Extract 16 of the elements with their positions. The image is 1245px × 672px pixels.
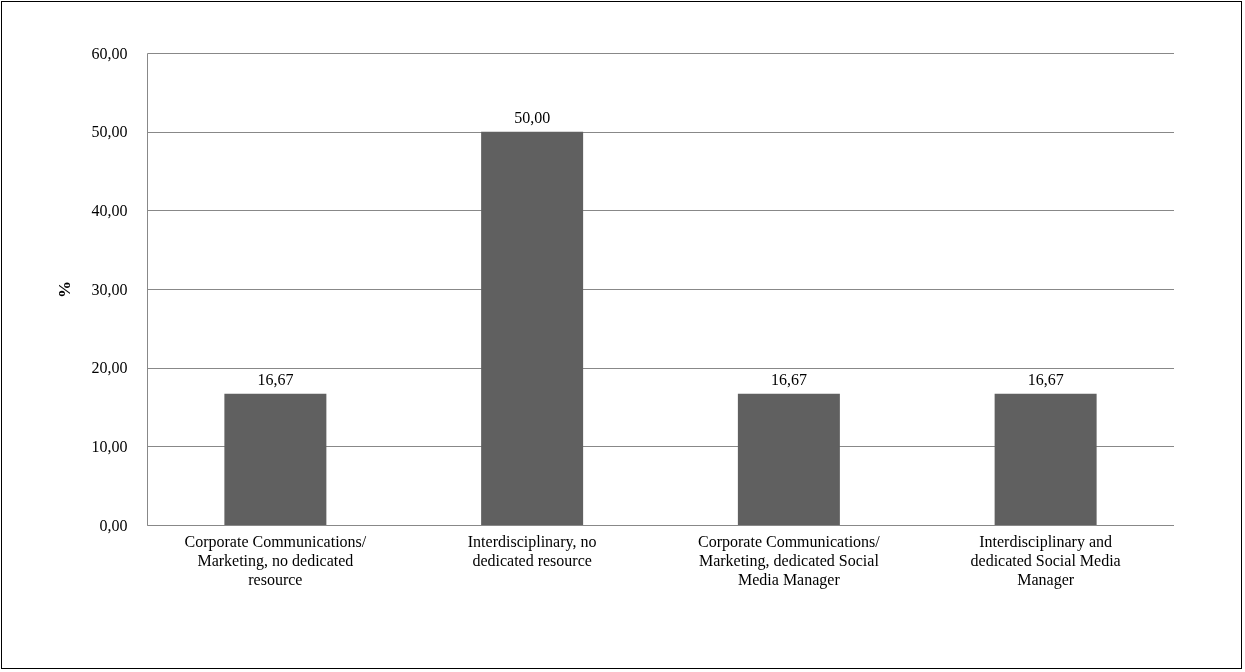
y-tick-label: 30,00 (91, 280, 128, 298)
y-tick-label: 10,00 (91, 437, 128, 455)
y-tick-label: 20,00 (91, 359, 128, 377)
x-tick-label: Interdisciplinary, no dedicated resource (467, 532, 597, 569)
y-tick-label: 40,00 (91, 201, 128, 219)
x-tick-label: Interdisciplinary and dedicated Social Media Manager (970, 532, 1121, 589)
x-tick-label: Corporate Communications/ Marketing, dedicated Social Media Manager (698, 532, 881, 589)
data-label: 16,67 (1027, 370, 1064, 388)
data-label: 50,00 (514, 108, 551, 126)
y-axis-title: % (54, 281, 74, 298)
y-tick-label: 0,00 (99, 516, 128, 534)
x-tick-label: Corporate Communications/ Marketing, no dedicated resource (184, 532, 367, 588)
y-tick-label: 50,00 (91, 123, 128, 141)
data-label: 16,67 (257, 370, 294, 388)
data-label: 16,67 (770, 370, 807, 388)
y-tick-label: 60,00 (91, 44, 128, 62)
